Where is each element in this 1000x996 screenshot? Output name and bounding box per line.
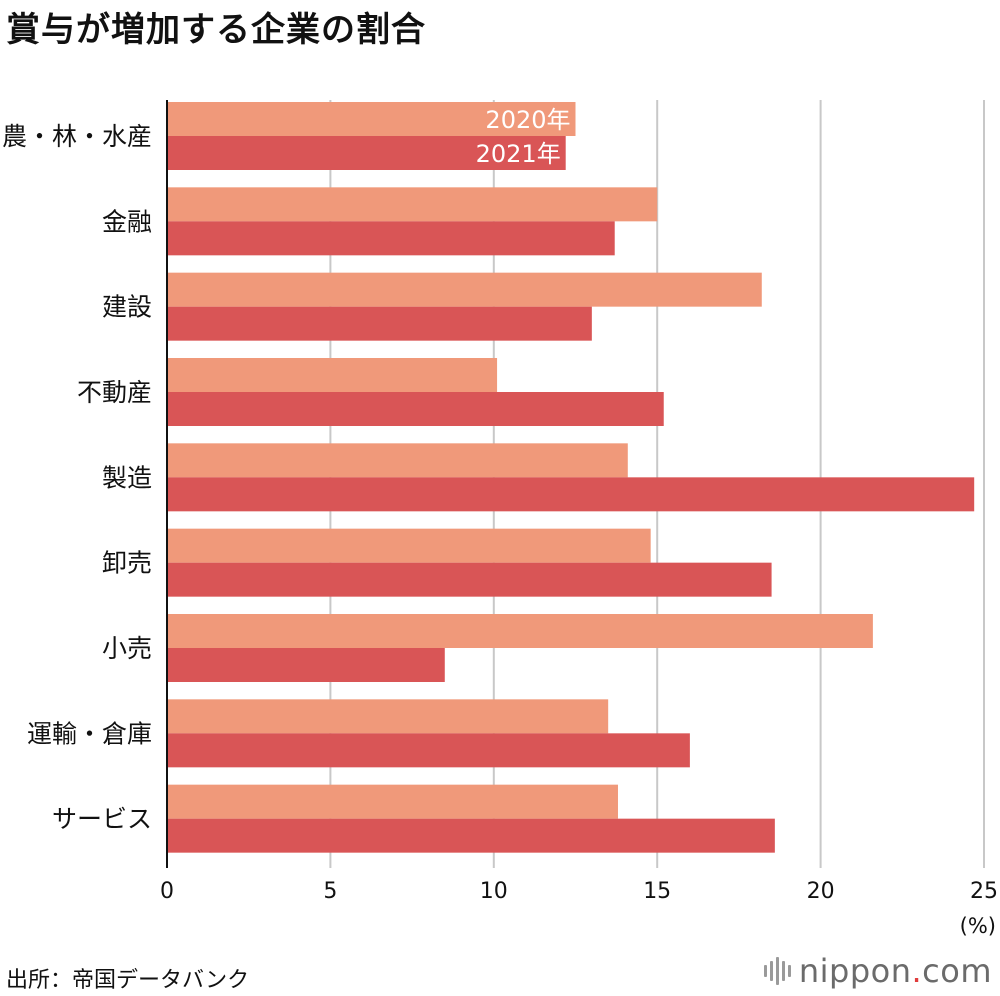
bar-2020年-卸売 xyxy=(167,528,651,563)
bar-2020年-建設 xyxy=(167,272,762,307)
category-label: 不動産 xyxy=(77,378,152,407)
bar-2021年-小売 xyxy=(167,648,445,682)
bar-2021年-卸売 xyxy=(167,562,772,597)
nippon-logo: nippon.com xyxy=(763,952,992,990)
bar-2020年-製造 xyxy=(167,443,628,478)
x-tick-label: 25 xyxy=(970,879,998,904)
category-label: 卸売 xyxy=(102,549,152,578)
category-label: 製造 xyxy=(102,463,152,492)
bar-2021年-製造 xyxy=(167,477,975,512)
bar-2020年-運輸・倉庫 xyxy=(167,699,609,734)
x-tick-label: 15 xyxy=(643,879,671,904)
bar-2020年-小売 xyxy=(167,614,873,648)
chart-title: 賞与が増加する企業の割合 xyxy=(6,10,426,50)
x-tick-label: 10 xyxy=(480,879,508,904)
series-legend-label: 2021年 xyxy=(476,140,561,168)
bar-2021年-サービス xyxy=(167,818,775,853)
logo-text: nippon.com xyxy=(798,952,992,990)
series-legend-label: 2020年 xyxy=(485,106,570,134)
x-tick-label: 20 xyxy=(807,879,835,904)
bar-2020年-不動産 xyxy=(167,358,498,392)
x-tick-label: 0 xyxy=(160,879,174,904)
x-axis-unit: (%) xyxy=(960,914,996,938)
bar-2020年-サービス xyxy=(167,784,618,819)
bar-2020年-農・林・水産 xyxy=(167,102,576,136)
bar-2021年-金融 xyxy=(167,221,615,256)
bar-2021年-建設 xyxy=(167,306,592,341)
bar-2020年-金融 xyxy=(167,187,658,222)
category-label: 農・林・水産 xyxy=(2,122,152,151)
source-note: 出所：帝国データバンク xyxy=(6,968,250,993)
category-label: 運輸・倉庫 xyxy=(27,719,152,748)
x-tick-label: 5 xyxy=(323,879,337,904)
logo-mark-icon xyxy=(763,956,791,986)
bars-layer xyxy=(167,102,975,853)
category-label: 金融 xyxy=(102,207,152,236)
bar-2021年-農・林・水産 xyxy=(167,136,566,170)
category-label: 小売 xyxy=(102,634,152,663)
category-label: サービス xyxy=(52,805,152,834)
bar-2021年-不動産 xyxy=(167,392,664,426)
bar-2021年-運輸・倉庫 xyxy=(167,733,690,768)
category-label: 建設 xyxy=(102,293,152,322)
